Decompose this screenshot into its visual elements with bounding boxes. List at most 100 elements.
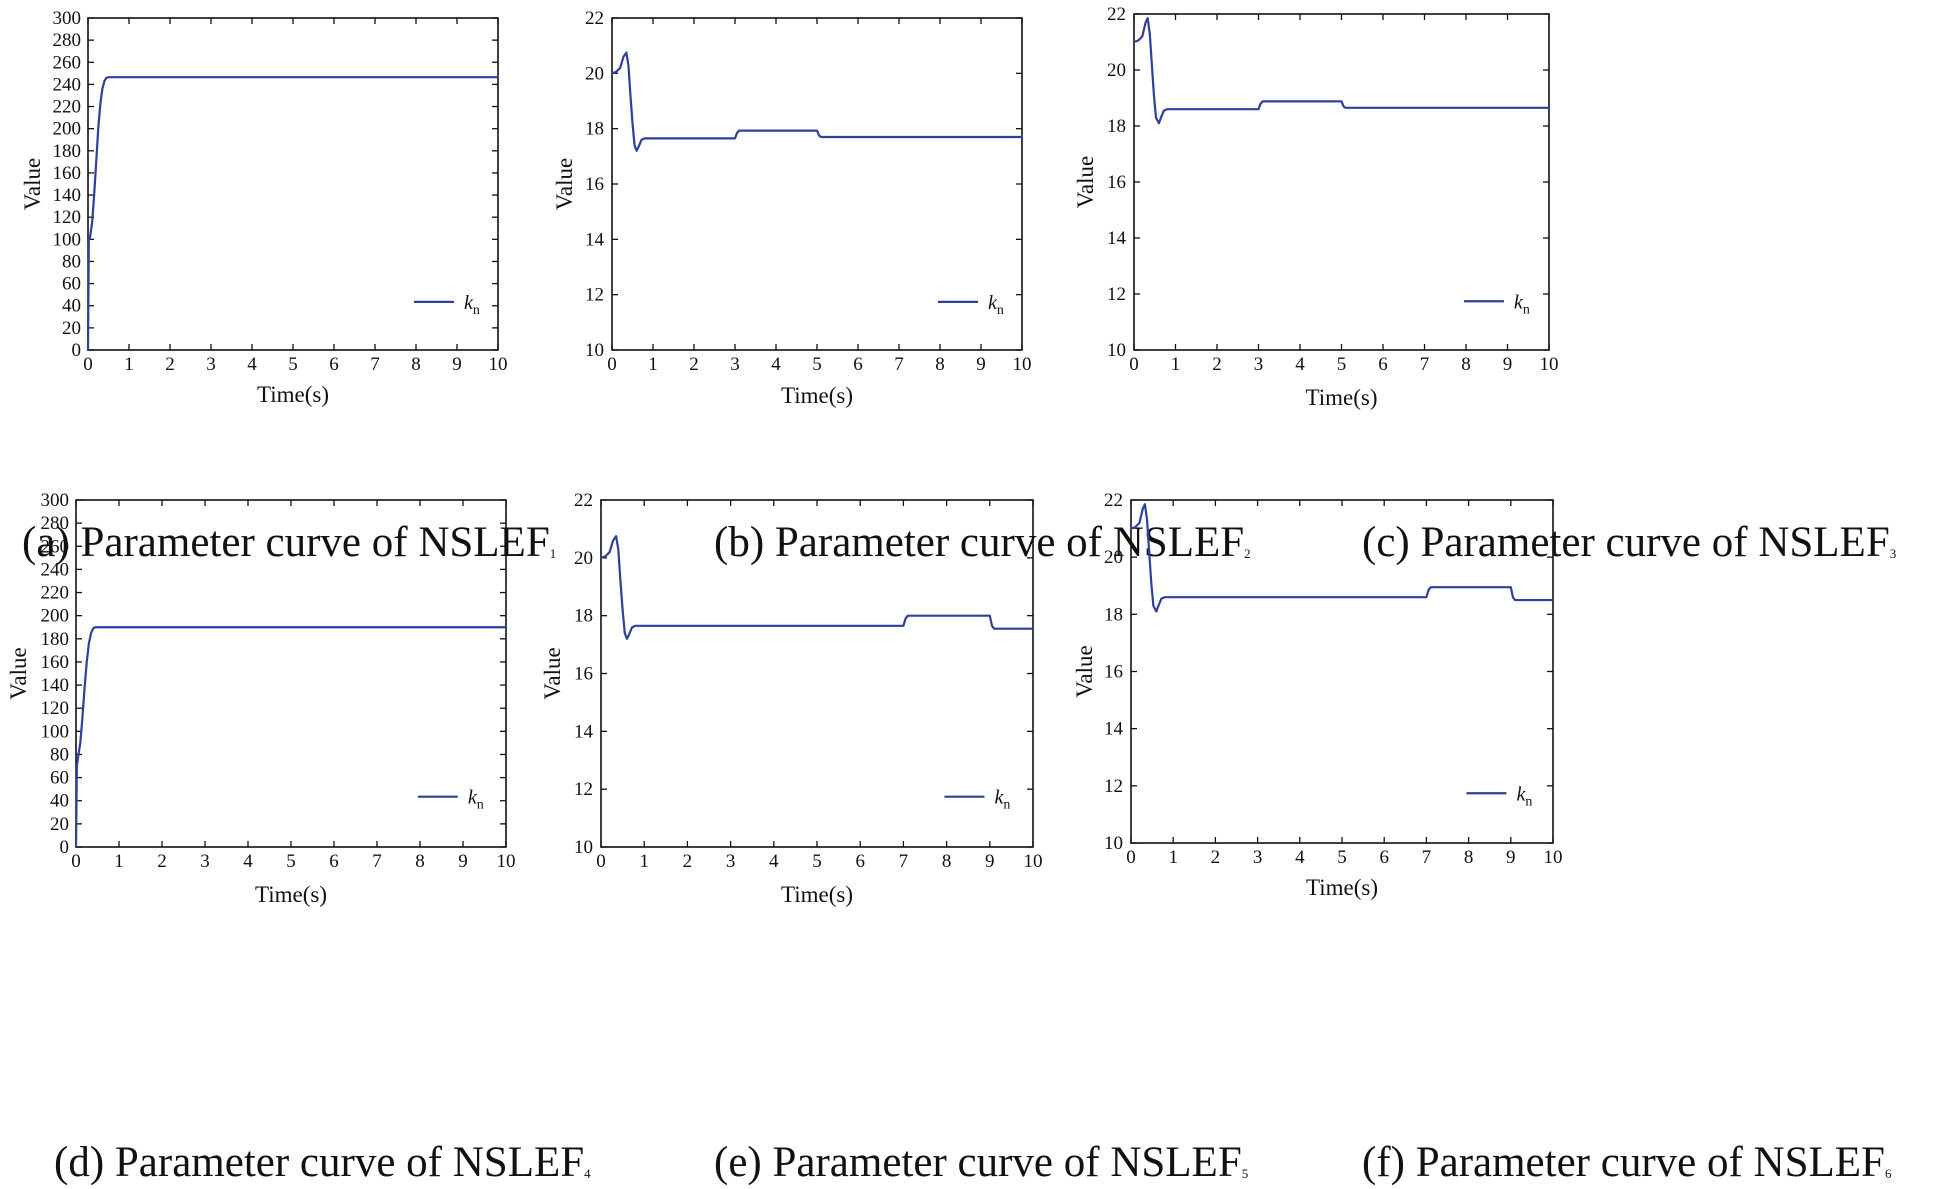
- y-tick-label-d-12: 240: [41, 559, 70, 580]
- x-tick-label-d-9: 9: [458, 851, 468, 872]
- series-line-f-0: [1129, 503, 1555, 613]
- x-tick-label-d-1: 1: [114, 851, 124, 872]
- plot-frame-a: [87, 17, 499, 351]
- legend-label-main-e: k: [994, 787, 1004, 809]
- y-tick-label-f-6: 22: [1104, 490, 1123, 511]
- y-tick-label-d-14: 280: [41, 513, 70, 534]
- series-line-d-0: [74, 626, 508, 849]
- x-axis-label-d: Time(s): [255, 882, 327, 907]
- x-tick-label-b-4: 4: [771, 354, 781, 375]
- x-tick-label-f-4: 4: [1295, 847, 1305, 868]
- y-tick-label-d-13: 260: [41, 536, 70, 557]
- x-tick-label-c-0: 0: [1129, 354, 1139, 375]
- y-tick-label-e-0: 10: [574, 837, 593, 858]
- y-tick-label-d-6: 120: [41, 698, 70, 719]
- caption-b-sub: 2: [1244, 546, 1251, 561]
- x-tick-label-f-5: 5: [1337, 847, 1347, 868]
- x-tick-label-a-7: 7: [370, 354, 380, 375]
- y-tick-label-c-3: 16: [1107, 172, 1126, 193]
- y-tick-label-c-6: 22: [1107, 4, 1126, 25]
- y-tick-label-a-14: 280: [53, 30, 82, 51]
- chart-panel-d: 0 1 2 3 4 5 6 7 8 9 10 0 20 40 60 80 100 120 140 160 180 200 2…: [0, 490, 640, 1189]
- y-tick-label-a-4: 80: [62, 251, 81, 272]
- x-tick-label-a-3: 3: [206, 354, 216, 375]
- x-tick-label-d-4: 4: [243, 851, 253, 872]
- x-tick-label-b-9: 9: [976, 354, 986, 375]
- y-tick-label-c-0: 10: [1107, 340, 1126, 361]
- x-axis-label-f: Time(s): [1306, 875, 1378, 900]
- x-tick-label-f-6: 6: [1379, 847, 1389, 868]
- legend-label-e: kn: [994, 787, 1010, 813]
- caption-c: (c) Parameter curve of NSLEF3: [1362, 518, 1896, 567]
- y-tick-label-d-10: 200: [41, 606, 70, 627]
- x-tick-label-d-3: 3: [200, 851, 210, 872]
- y-tick-label-a-15: 300: [53, 8, 82, 29]
- chart-d: 0 1 2 3 4 5 6 7 8 9 100204060801001201401601802002…: [6, 490, 516, 907]
- x-tick-label-e-4: 4: [769, 851, 779, 872]
- y-tick-label-a-2: 40: [62, 296, 81, 317]
- y-tick-label-d-5: 100: [41, 721, 70, 742]
- x-tick-label-c-6: 6: [1378, 354, 1388, 375]
- y-tick-label-c-1: 12: [1107, 284, 1126, 305]
- caption-a-text: (a) Parameter curve of NSLEF: [22, 519, 550, 566]
- x-tick-label-c-8: 8: [1461, 354, 1471, 375]
- x-tick-label-b-7: 7: [894, 354, 904, 375]
- legend-label-main-d: k: [468, 787, 478, 809]
- y-tick-label-f-4: 18: [1104, 604, 1123, 625]
- x-tick-label-b-8: 8: [935, 354, 945, 375]
- y-tick-label-e-1: 12: [574, 779, 593, 800]
- x-tick-label-e-8: 8: [942, 851, 952, 872]
- y-tick-label-e-3: 16: [574, 664, 593, 685]
- legend-label-sub-d: n: [477, 798, 484, 813]
- y-tick-label-f-1: 12: [1104, 776, 1123, 797]
- y-tick-label-a-13: 260: [53, 52, 82, 73]
- legend-label-a: kn: [464, 292, 480, 318]
- y-tick-label-f-0: 10: [1104, 833, 1123, 854]
- x-tick-label-a-5: 5: [288, 354, 298, 375]
- legend-label-sub-c: n: [1523, 302, 1530, 317]
- y-tick-label-f-5: 20: [1104, 547, 1123, 568]
- y-tick-label-a-12: 240: [53, 74, 82, 95]
- x-tick-label-f-0: 0: [1126, 847, 1136, 868]
- y-axis-label-e: Value: [540, 647, 565, 699]
- x-tick-label-d-5: 5: [286, 851, 296, 872]
- x-tick-label-a-10: 10: [489, 354, 508, 375]
- x-tick-label-e-5: 5: [812, 851, 822, 872]
- y-tick-label-b-6: 22: [585, 8, 604, 29]
- x-tick-label-a-8: 8: [411, 354, 421, 375]
- series-line-b-0: [610, 51, 1024, 152]
- chart-panel-f: 0 1 2 3 4 5 6 7 8 9 10 10 12 14 16 18 20 22 Time(s) Value kn…: [1072, 490, 1938, 1189]
- y-axis-label-c: Value: [1073, 156, 1098, 208]
- series-line-a-0: [86, 76, 500, 352]
- legend-label-main-a: k: [464, 292, 474, 314]
- x-tick-label-c-1: 1: [1171, 354, 1181, 375]
- caption-f-sub: 6: [1884, 1166, 1892, 1181]
- y-tick-label-d-3: 60: [50, 768, 69, 789]
- y-tick-label-d-8: 160: [41, 652, 70, 673]
- y-tick-label-d-11: 220: [41, 583, 70, 604]
- chart-panel-c: 0 1 2 3 4 5 6 7 8 9 10 10 12 14 16 18 20 22 Time(s) Value kn…: [1073, 0, 1938, 580]
- legend-label-sub-e: n: [1003, 798, 1010, 813]
- legend-label-main-b: k: [988, 292, 998, 314]
- x-tick-label-a-9: 9: [452, 354, 462, 375]
- y-tick-label-a-0: 0: [72, 340, 82, 361]
- x-tick-label-f-2: 2: [1211, 847, 1221, 868]
- y-tick-label-b-3: 16: [585, 174, 604, 195]
- x-tick-label-c-9: 9: [1503, 354, 1513, 375]
- y-tick-label-d-15: 300: [41, 490, 70, 511]
- caption-e-sub: 5: [1241, 1166, 1249, 1181]
- y-tick-label-a-1: 20: [62, 318, 81, 339]
- x-tick-label-a-0: 0: [83, 354, 93, 375]
- y-tick-label-b-5: 20: [585, 63, 604, 84]
- y-axis-label-d: Value: [6, 647, 31, 699]
- legend-label-sub-a: n: [473, 303, 480, 318]
- series-line-e-0: [599, 535, 1035, 640]
- y-tick-label-a-9: 180: [53, 141, 82, 162]
- legend-label-c: kn: [1514, 291, 1530, 317]
- x-tick-label-d-7: 7: [372, 851, 382, 872]
- caption-e: (e) Parameter curve of NSLEF5: [714, 1138, 1248, 1187]
- x-tick-label-e-1: 1: [639, 851, 649, 872]
- y-tick-label-b-1: 12: [585, 285, 604, 306]
